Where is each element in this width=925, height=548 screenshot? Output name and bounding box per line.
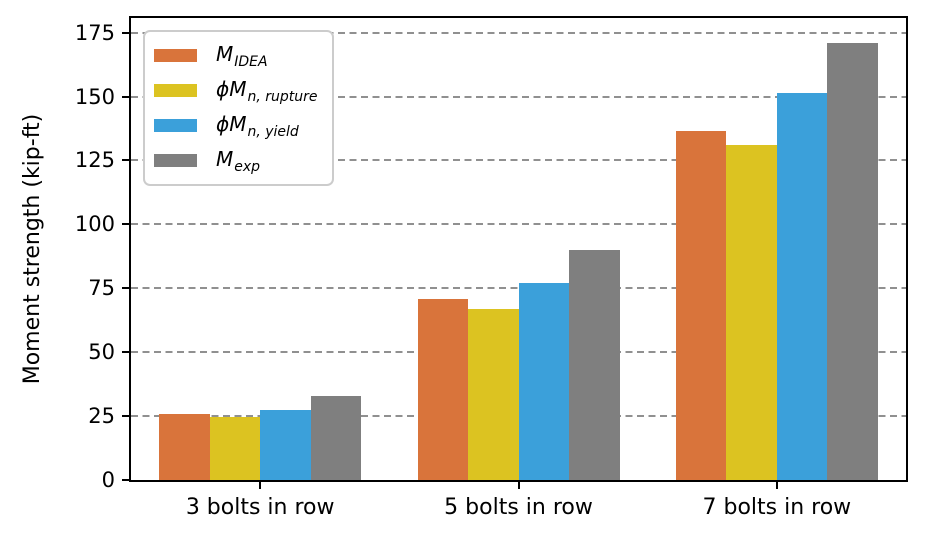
plot-area: MIDEA ϕMn, rupture ϕMn, yield Mexp [129,16,908,482]
x-tick-mark-1 [259,480,262,489]
y-tick-label-100: 100 [74,212,115,237]
y-tick-label-175: 175 [74,20,115,45]
y-tick-label-50: 50 [88,340,115,365]
y-tick-mark-75 [122,287,131,290]
bar-M_IDEA-cat1 [159,413,210,480]
legend-label-phi_Mn_yield: ϕMn, yield [216,112,299,140]
y-tick-mark-50 [122,351,131,354]
bar-phi_Mn_rupture-cat1 [209,417,261,480]
x-tick-label-1: 3 bolts in row [185,495,335,520]
bar-M_IDEA-cat2 [417,298,468,480]
y-tick-mark-0 [122,479,131,481]
bar-M_IDEA-cat3 [675,131,727,480]
legend-item-M_exp: Mexp [154,147,324,175]
legend-swatch-phi_Mn_rupture [154,84,197,97]
y-tick-mark-125 [122,159,131,162]
legend-swatch-M_IDEA [154,49,197,62]
gridline-125 [131,159,906,162]
x-tick-label-3: 7 bolts in row [702,495,852,520]
legend-item-M_IDEA: MIDEA [154,42,324,70]
y-tick-mark-150 [122,95,131,98]
bar-M_exp-cat3 [827,42,878,480]
bar-phi_Mn_yield-cat2 [518,283,569,480]
y-tick-label-125: 125 [74,148,115,173]
bar-phi_Mn_rupture-cat3 [726,145,777,480]
bar-phi_Mn_yield-cat1 [260,409,311,480]
legend-label-M_IDEA: MIDEA [216,42,268,70]
x-tick-mark-2 [517,480,520,489]
x-tick-label-2: 5 bolts in row [444,495,593,520]
legend: MIDEA ϕMn, rupture ϕMn, yield Mexp [143,30,334,186]
y-tick-label-25: 25 [88,404,115,429]
gridline-150 [131,95,906,98]
bar-phi_Mn_yield-cat3 [776,92,828,480]
y-tick-label-150: 150 [74,84,115,109]
legend-label-M_exp: Mexp [216,147,261,175]
bar-phi_Mn_rupture-cat2 [468,308,519,480]
y-tick-label-0: 0 [101,468,115,492]
x-tick-mark-3 [775,480,778,489]
y-tick-mark-175 [122,31,131,34]
bar-M_exp-cat2 [569,249,620,480]
legend-swatch-phi_Mn_yield [154,119,197,132]
legend-swatch-M_exp [154,154,197,167]
gridline-100 [131,223,906,226]
bar-M_exp-cat1 [310,395,362,480]
legend-item-phi_Mn_yield: ϕMn, yield [154,112,324,140]
y-tick-mark-100 [122,223,131,226]
y-tick-mark-25 [122,415,131,418]
gridline-175 [131,31,906,34]
y-tick-label-75: 75 [88,276,115,301]
legend-label-phi_Mn_rupture: ϕMn, rupture [216,77,318,105]
legend-item-phi_Mn_rupture: ϕMn, rupture [154,77,324,105]
